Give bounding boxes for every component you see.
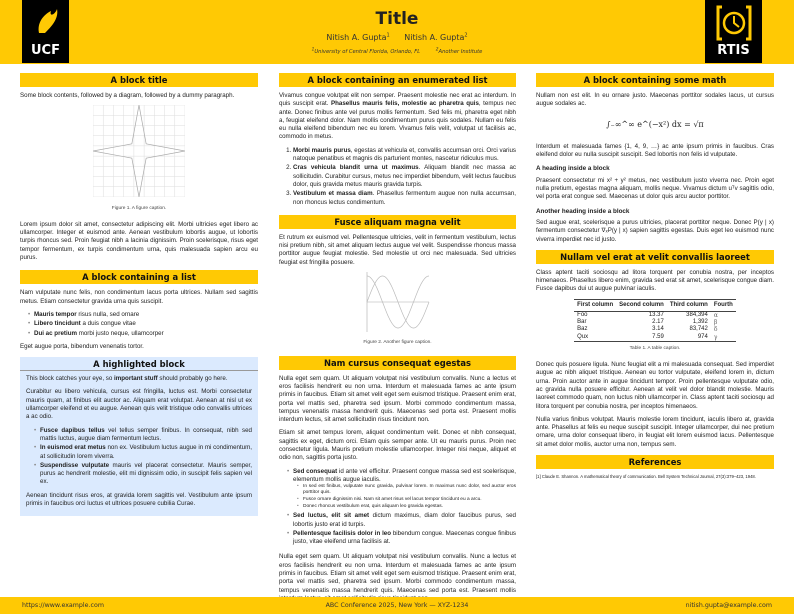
list-item: Dui ac pretium morbi justo neque, ullamc…: [28, 330, 258, 339]
table-cell: Foo: [577, 311, 588, 318]
bullet-list: Sed consequat id ante vel efficitur. Pra…: [287, 468, 516, 547]
equation: ∫₋∞^∞ e^(−x²) dx = √π: [606, 119, 704, 129]
block-title: A block containing a list: [20, 270, 258, 285]
table-cell: 974: [697, 333, 708, 340]
bullet-list: Mauris tempor risus nulla, sed ornare Li…: [28, 311, 258, 339]
table-cell: 7.59: [652, 333, 664, 340]
table-row: Baz 3.14 83,742 δ: [574, 326, 736, 333]
table-cell: 13.37: [648, 311, 664, 318]
list-item: Cras vehicula blandit urna ut maximus. A…: [293, 164, 516, 189]
table-row: Qux 7.59 974 γ: [574, 334, 736, 342]
affiliations: 1University of Central Florida, Orlando,…: [311, 47, 483, 55]
list-item: Suspendisse vulputate mauris vel placera…: [34, 462, 252, 487]
table-cell: 83,742: [689, 326, 708, 333]
list-item: Morbi mauris purus, egestas at vehicula …: [293, 147, 516, 164]
block-title: Fusce aliquam magna velit: [279, 214, 516, 229]
author: Nitish A. Gupta1: [326, 32, 390, 42]
list-item: In euismod erat metus non ex. Vestibulum…: [34, 444, 252, 461]
enumerated-list: Morbi mauris purus, egestas at vehicula …: [289, 147, 516, 207]
clock-icon: [716, 5, 751, 41]
bullet-list: Fusce dapibus tellus vel tellus semper f…: [34, 427, 252, 487]
table-cell: 3.14: [652, 326, 664, 333]
table-cell: δ: [713, 326, 718, 334]
author: Nitish A. Gupta2: [404, 32, 468, 42]
data-table: First column Second column Third column Fou…: [574, 298, 736, 342]
table-cell: 1,392: [692, 319, 708, 326]
website-link[interactable]: https://www.example.com: [22, 602, 104, 609]
star-shape: [92, 105, 186, 198]
list-item: Donec rhoncus vestibulum erat, quis aliq…: [297, 504, 516, 510]
ucf-logo: UCF: [22, 0, 69, 63]
list-item: Libero tincidunt a duis congue vitae: [28, 320, 258, 329]
highlighted-block: A highlighted block This block catches y…: [20, 357, 258, 517]
sine-curve: [366, 275, 429, 329]
figure-star-diagram: [20, 105, 258, 200]
authors: Nitish A. Gupta1 Nitish A. Gupta2: [0, 32, 794, 42]
column-left: A block title Some block contents, follo…: [20, 73, 258, 517]
block-title: A block containing some math: [536, 73, 774, 87]
poster-header: UCF Title Nitish A. Gupta1 Nitish A. Gup…: [0, 0, 794, 64]
rtis-logo: RTIS: [705, 0, 762, 63]
sub-list: In sed est finibus, vulputate nunc gravi…: [297, 484, 516, 510]
figure-caption: Figure 1. A figure caption.: [111, 205, 167, 211]
list-item: Sed consequat id ante vel efficitur. Pra…: [287, 468, 516, 511]
list-item: Fusce dapibus tellus vel tellus semper f…: [34, 427, 252, 444]
column-middle: A block containing an enumerated list Vi…: [279, 73, 516, 608]
conference-info: ABC Conference 2025, New York — XYZ-1234: [325, 602, 469, 609]
subheading: Another heading inside a block: [536, 207, 630, 215]
list-item: Vestibulum et massa diam. Phasellus ferm…: [293, 190, 516, 207]
figure-caption: Figure 2. Another figure caption.: [363, 340, 432, 346]
table-cell: 384,394: [686, 311, 708, 318]
table-cell: γ: [713, 333, 718, 341]
cosine-curve: [366, 275, 429, 329]
poster-title: Title: [375, 9, 419, 29]
block-title: References: [536, 455, 774, 470]
block-title: A block title: [20, 73, 258, 87]
list-item: Mauris tempor risus nulla, sed ornare: [28, 311, 258, 320]
poster-footer: https://www.example.com ABC Conference 2…: [0, 597, 794, 614]
table-cell: Qux: [577, 333, 589, 340]
block-title: Nullam vel erat at velit convallis laore…: [536, 249, 774, 264]
table-row: Bar 2.17 1,392 β: [574, 319, 736, 326]
block-title: Nam cursus consequat egestas: [279, 355, 516, 370]
list-item: Fusce ornare dignissim nisi. Nam sit ame…: [297, 497, 516, 503]
list-item: Sed luctus, elit sit amet dictum maximus…: [287, 512, 516, 529]
block-title: A highlighted block: [20, 357, 258, 372]
table-caption: Table 1. A table caption.: [629, 345, 681, 351]
table-cell: α: [713, 311, 718, 319]
column-right: A block containing some math Nullam non …: [536, 73, 774, 480]
pegasus-icon: [38, 9, 57, 33]
list-item: Pellentesque facilisis dolor in leo bibe…: [287, 530, 516, 547]
figure-sine-plot: [279, 272, 516, 335]
subheading: A heading inside a block: [536, 165, 610, 173]
reference-item: [1] Claude E. Shannon. A mathematical th…: [536, 474, 756, 480]
list-item: In sed est finibus, vulputate nunc gravi…: [297, 484, 516, 496]
table-cell: Bar: [577, 319, 587, 326]
table-row: Foo 13.37 384,394 α: [574, 311, 736, 319]
table-cell: β: [713, 319, 718, 327]
block-title: A block containing an enumerated list: [279, 73, 516, 87]
email-link[interactable]: nitish.gupta@example.com: [685, 602, 772, 609]
table-cell: Baz: [577, 326, 588, 333]
table-cell: 2.17: [652, 319, 664, 326]
